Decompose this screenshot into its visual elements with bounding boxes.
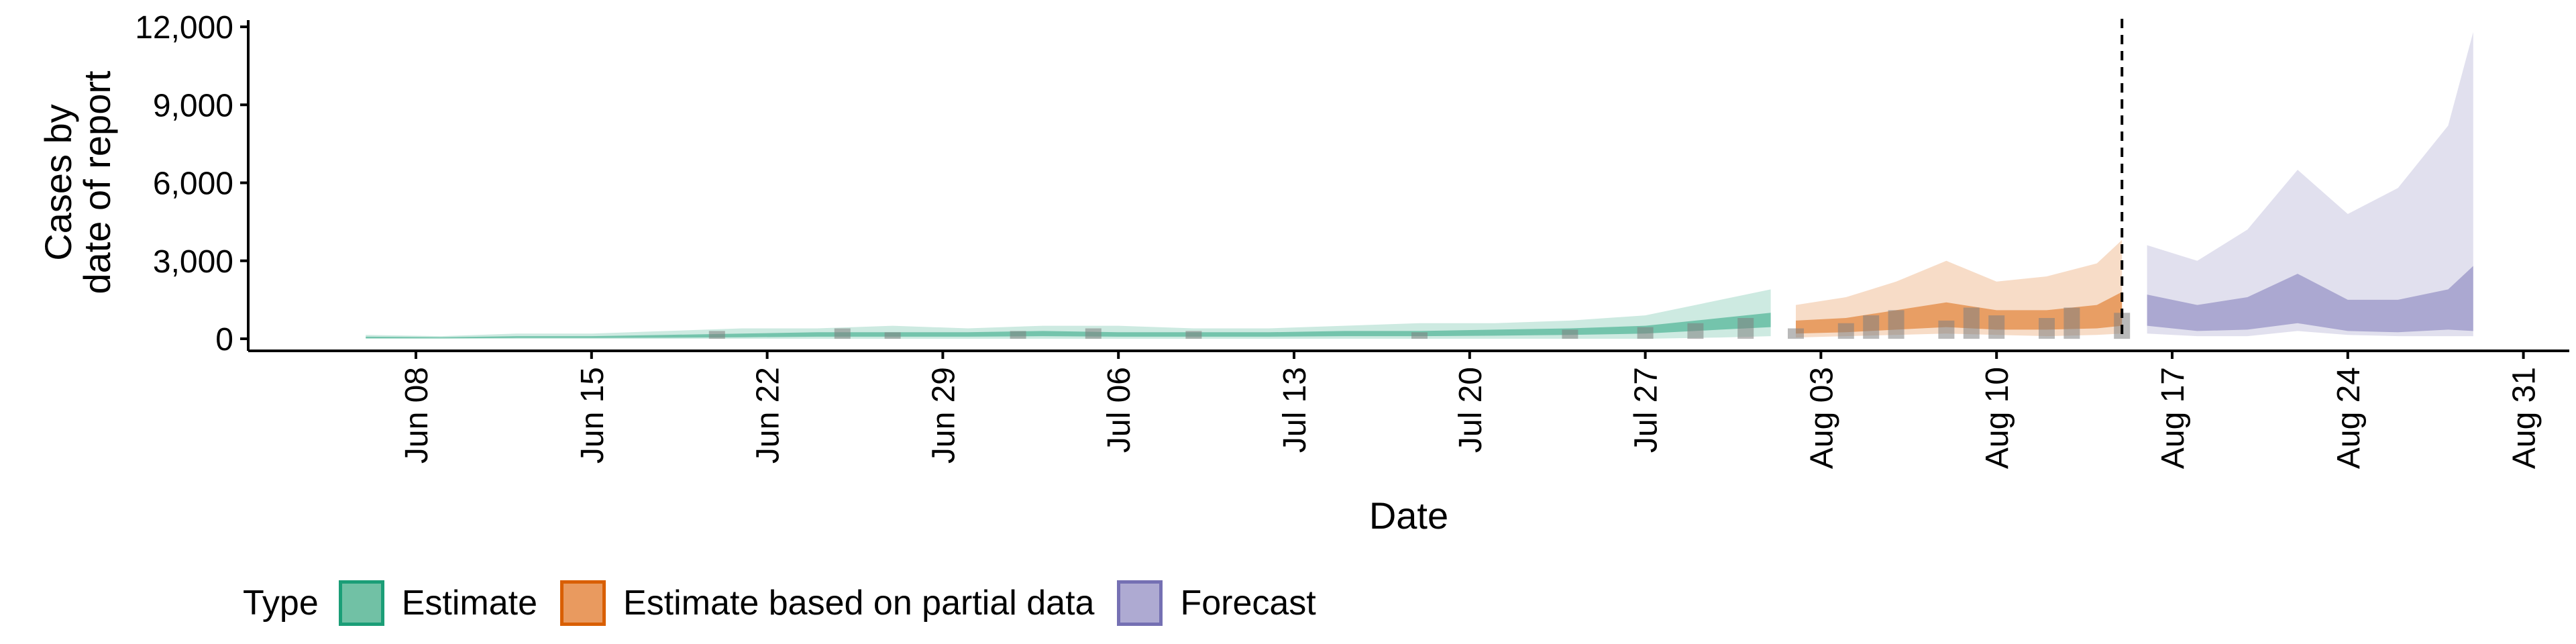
x-tick-label: Aug 24 [2331, 367, 2367, 469]
reported-case-bar [1837, 323, 1854, 339]
reported-case-bar [1737, 318, 1754, 339]
x-tick-label: Jul 13 [1277, 367, 1313, 453]
legend-item-estimate: Estimate [338, 580, 538, 626]
legend-swatch-forecast [1117, 580, 1163, 626]
band-50-series-0 [366, 313, 1771, 339]
legend-title: Type [243, 584, 319, 623]
reported-case-bar [1788, 328, 1804, 339]
reported-case-bar [1411, 332, 1428, 339]
reported-case-bar [1010, 331, 1026, 339]
legend-swatch-estimate [338, 580, 384, 626]
x-tick-label: Aug 10 [1980, 367, 2015, 469]
reported-case-bar [2039, 318, 2055, 339]
x-axis-ticks: Jun 08 Jun 15 Jun 22 Jun 29 Jul 06 Jul 13 Jul … [399, 351, 2542, 469]
x-tick-label: Jul 20 [1453, 367, 1489, 453]
x-tick-label: Aug 31 [2507, 367, 2542, 469]
reported-case-bar [1637, 327, 1654, 339]
reported-case-bar [1562, 329, 1578, 339]
x-axis-title: Date [1369, 494, 1448, 537]
x-tick-label: Jul 06 [1102, 367, 1137, 453]
x-tick-label: Jun 22 [751, 367, 786, 464]
reported-case-bar [834, 328, 851, 339]
reported-case-bar [2063, 307, 2080, 339]
legend-item-forecast: Forecast [1117, 580, 1316, 626]
x-tick-label: Jun 29 [926, 367, 961, 464]
reported-case-bar [1963, 307, 1980, 339]
reported-case-bar [1863, 315, 1880, 339]
y-tick-label: 9,000 [153, 88, 233, 123]
legend-label-partial: Estimate based on partial data [623, 584, 1095, 623]
legend-label-estimate: Estimate [401, 584, 538, 623]
x-tick-label: Aug 03 [1804, 367, 1839, 469]
x-tick-label: Jun 08 [399, 367, 435, 464]
band-50-series-2 [2147, 266, 2473, 333]
legend-item-partial: Estimate based on partial data [560, 580, 1094, 626]
legend: Type Estimate Estimate based on partial … [243, 578, 1339, 628]
x-tick-label: Aug 17 [2155, 367, 2191, 469]
reported-case-bar [884, 332, 901, 339]
reported-case-bar [708, 331, 725, 339]
reported-case-bar [1687, 323, 1704, 339]
band-90-series-0 [366, 289, 1771, 339]
reported-case-bar [1988, 315, 2005, 339]
y-axis-title: Cases bydate of report [37, 70, 118, 294]
y-axis-ticks: 0 3,000 6,000 9,000 12,000 [135, 10, 248, 358]
y-tick-label: 0 [215, 322, 233, 358]
reported-case-bar [1085, 328, 1102, 339]
reported-cases-bars [708, 307, 2131, 339]
y-tick-label: 3,000 [153, 244, 233, 280]
y-tick-label: 12,000 [135, 10, 233, 46]
reported-case-bar [1938, 320, 1955, 339]
reported-case-bar [1888, 310, 1904, 339]
y-tick-label: 6,000 [153, 166, 233, 202]
band-90-series-2 [2147, 32, 2473, 337]
y-axis-title-line: Cases by [37, 104, 79, 260]
legend-swatch-partial [560, 580, 606, 626]
y-axis-title-line: date of report [76, 70, 118, 294]
reported-case-bar [1185, 331, 1202, 339]
legend-label-forecast: Forecast [1180, 584, 1316, 623]
series-bands [366, 32, 2473, 339]
x-tick-label: Jul 27 [1629, 367, 1664, 453]
x-tick-label: Jun 15 [575, 367, 610, 464]
